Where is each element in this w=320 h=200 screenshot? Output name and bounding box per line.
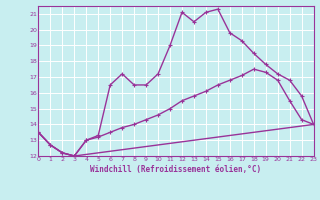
X-axis label: Windchill (Refroidissement éolien,°C): Windchill (Refroidissement éolien,°C): [91, 165, 261, 174]
